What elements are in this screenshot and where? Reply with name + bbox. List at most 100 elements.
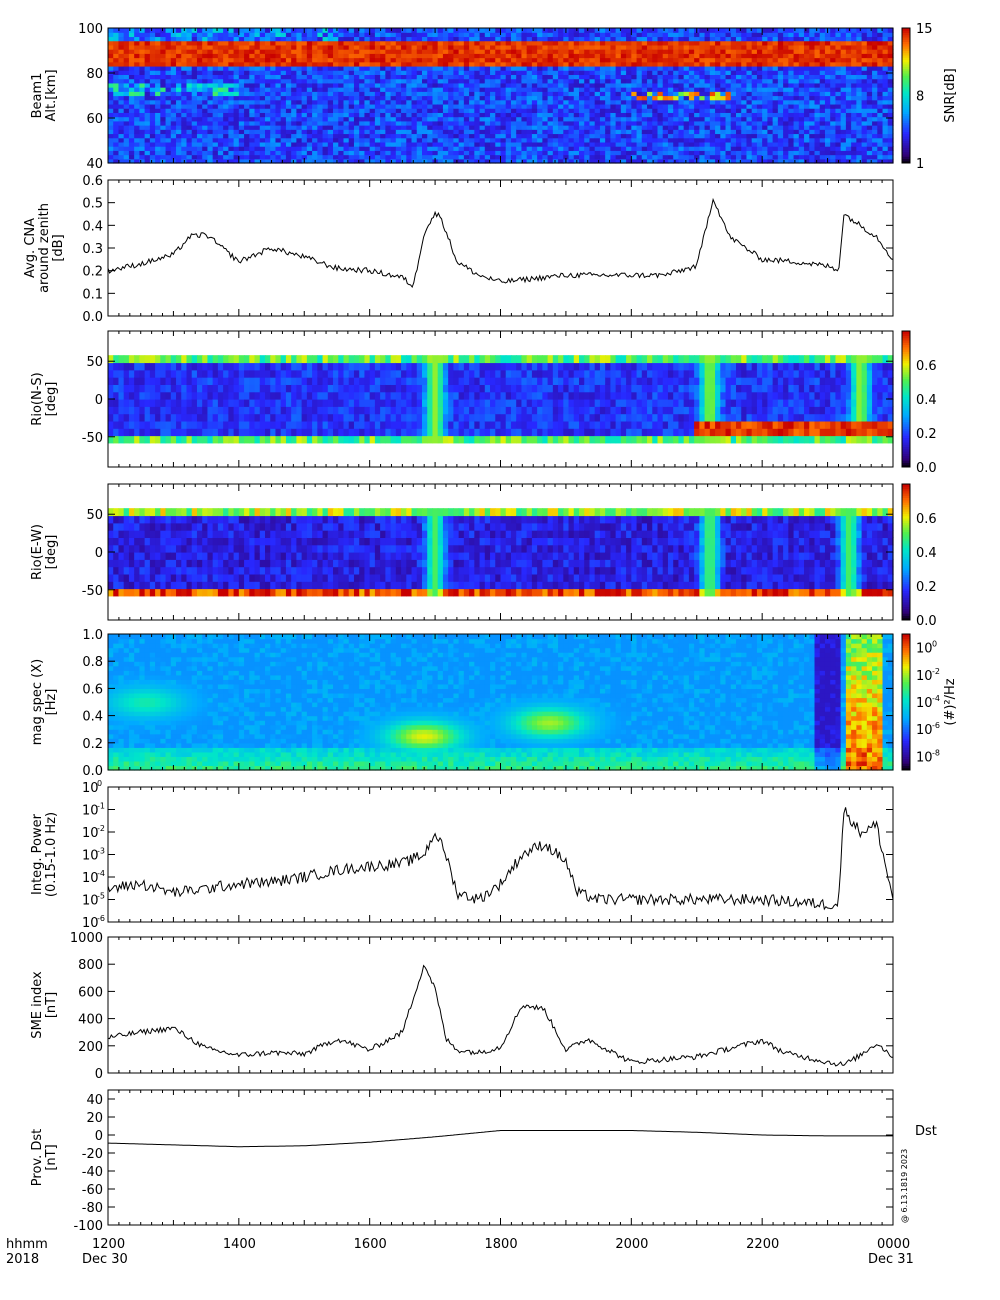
heatmap-cell — [783, 57, 789, 63]
heatmap-cell — [563, 133, 570, 139]
heatmap-cell — [291, 57, 297, 63]
heatmap-cell — [484, 70, 491, 76]
heatmap-cell — [401, 49, 407, 54]
heatmap-cell — [647, 154, 653, 160]
heatmap-cell — [469, 28, 475, 33]
heatmap-cell — [296, 150, 303, 156]
heatmap-cell — [521, 154, 528, 160]
heatmap-cell — [688, 154, 695, 160]
heatmap-cell — [861, 65, 868, 71]
heatmap-cell — [432, 74, 439, 80]
heatmap-cell — [610, 53, 617, 59]
heatmap-cell — [746, 78, 753, 84]
heatmap-cell — [678, 150, 685, 156]
heatmap-cell — [819, 112, 826, 118]
heatmap-cell — [395, 32, 402, 38]
heatmap-cell — [165, 133, 172, 139]
heatmap-cell — [437, 61, 444, 67]
heatmap-cell — [406, 40, 413, 46]
heatmap-cell — [736, 99, 742, 105]
heatmap-cell — [558, 87, 564, 92]
heatmap-cell — [819, 108, 826, 113]
heatmap-cell — [552, 154, 559, 160]
heatmap-cell — [809, 78, 816, 84]
heatmap-cell — [725, 91, 732, 97]
heatmap-cell — [186, 112, 193, 118]
heatmap-cell — [348, 125, 355, 130]
heatmap-cell — [725, 44, 732, 50]
heatmap-cell — [202, 57, 209, 63]
heatmap-cell — [736, 53, 742, 59]
heatmap-cell — [359, 87, 366, 92]
heatmap-cell — [343, 133, 350, 139]
heatmap-cell — [741, 133, 748, 139]
heatmap-cell — [516, 129, 523, 135]
heatmap-cell — [788, 53, 795, 59]
heatmap-cell — [453, 53, 460, 59]
heatmap-cell — [887, 154, 894, 160]
heatmap-cell — [490, 137, 496, 143]
heatmap-cell — [683, 32, 690, 38]
heatmap-cell — [526, 36, 533, 42]
heatmap-cell — [610, 65, 617, 71]
heatmap-cell — [840, 28, 847, 33]
heatmap-cell — [217, 28, 224, 33]
heatmap-cell — [233, 40, 240, 46]
heatmap-cell — [353, 125, 360, 130]
heatmap-cell — [343, 40, 350, 46]
heatmap-cell — [144, 158, 151, 164]
heatmap-cell — [401, 74, 407, 80]
heatmap-cell — [348, 146, 355, 151]
heatmap-cell — [469, 95, 475, 101]
heatmap-cell — [751, 49, 758, 54]
heatmap-cell — [720, 82, 727, 88]
heatmap-cell — [191, 158, 198, 164]
heatmap-cell — [542, 150, 549, 156]
heatmap-cell — [830, 154, 837, 160]
heatmap-cell — [599, 40, 606, 46]
heatmap-cell — [249, 57, 256, 63]
heatmap-cell — [861, 137, 868, 143]
heatmap-cell — [662, 74, 669, 80]
heatmap-cell — [385, 70, 392, 76]
heatmap-cell — [751, 137, 758, 143]
heatmap-cell — [191, 150, 198, 156]
heatmap-cell — [615, 49, 622, 54]
heatmap-cell — [113, 32, 120, 38]
heatmap-cell — [589, 49, 596, 54]
heatmap-cell — [317, 125, 324, 130]
heatmap-cell — [348, 137, 355, 143]
heatmap-cell — [196, 112, 203, 118]
heatmap-cell — [620, 137, 627, 143]
heatmap-cell — [385, 108, 392, 113]
heatmap-cell — [254, 82, 261, 88]
heatmap-cell — [667, 146, 674, 151]
heatmap-cell — [469, 125, 475, 130]
heatmap-cell — [756, 154, 763, 160]
heatmap-cell — [359, 78, 366, 84]
heatmap-cell — [667, 158, 674, 164]
heatmap-cell — [537, 74, 543, 80]
heatmap-cell — [160, 74, 167, 80]
heatmap-cell — [212, 44, 219, 50]
heatmap-cell — [877, 95, 884, 101]
heatmap-cell — [364, 116, 371, 122]
heatmap-cell — [861, 158, 868, 164]
heatmap-cell — [725, 150, 732, 156]
heatmap-cell — [579, 129, 585, 135]
heatmap-cell — [804, 116, 810, 122]
heatmap-cell — [244, 103, 250, 109]
heatmap-cell — [191, 137, 198, 143]
heatmap-cell — [448, 87, 454, 92]
heatmap-cell — [249, 129, 256, 135]
heatmap-cell — [678, 141, 685, 147]
heatmap-cell — [688, 57, 695, 63]
heatmap-cell — [788, 125, 795, 130]
heatmap-cell — [108, 40, 114, 46]
heatmap-cell — [312, 36, 318, 42]
heatmap-cell — [751, 103, 758, 109]
heatmap-cell — [442, 146, 449, 151]
heatmap-cell — [348, 120, 355, 126]
heatmap-cell — [422, 28, 428, 33]
heatmap-cell — [579, 158, 585, 164]
